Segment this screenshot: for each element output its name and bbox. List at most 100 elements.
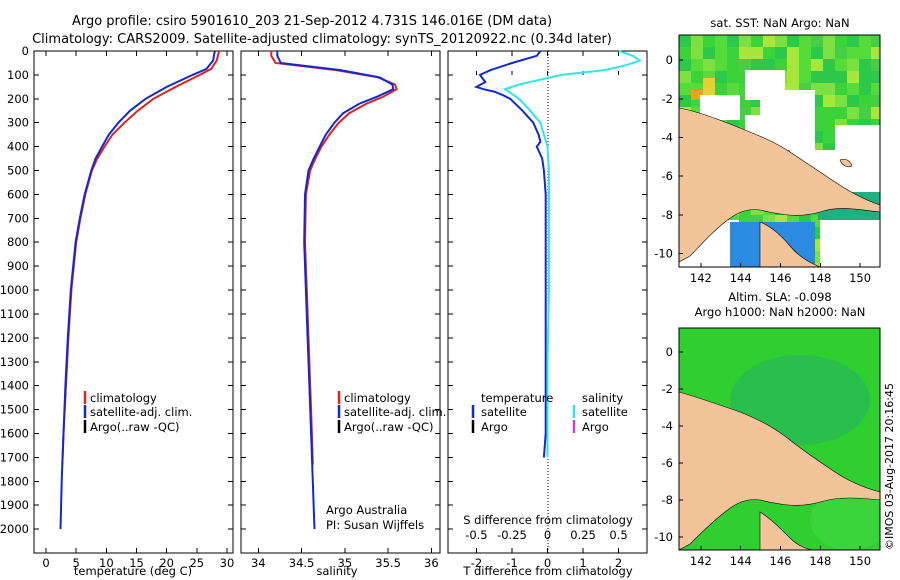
difference-legend: temperature salinity satellite Argo sate…: [471, 391, 628, 434]
depth-tick-label: 1100: [0, 307, 29, 321]
sst-cell: [823, 83, 835, 95]
sst-cell: [859, 47, 871, 59]
legend-satellite-label: satellite-adj. clim.: [90, 405, 192, 419]
sst-cell: [787, 35, 799, 47]
depth-tick-label: 300: [7, 116, 29, 130]
sst-cell: [703, 59, 715, 71]
sst-cell: [739, 59, 751, 71]
sst-map-title: sat. SST: NaN Argo: NaN: [710, 16, 849, 30]
s-difference-axis-label: S difference from climatology: [463, 513, 633, 527]
series-line-temperature-satellite: [473, 50, 547, 458]
depth-tick-label: 1000: [0, 283, 29, 297]
legend-s-satellite-label: satellite: [582, 405, 628, 419]
sst-map-axes: 142 144 146 148 150 0 -2 -4 -6 -8 -10: [654, 53, 871, 285]
sst-cell: [823, 59, 835, 71]
legend-argo-label: Argo(..raw -QC): [344, 420, 434, 434]
sst-cell: [811, 71, 823, 83]
lon-tick-label: 150: [849, 271, 871, 285]
sst-cell: [703, 47, 715, 59]
sst-cell: [823, 47, 835, 59]
sst-cell: [751, 35, 763, 47]
lat-tick-label: -6: [662, 169, 673, 183]
lon-tick-label: 148: [809, 271, 831, 285]
lon-tick-label: 146: [770, 554, 792, 568]
temperature-series: [59, 50, 221, 530]
sst-cell: [835, 59, 847, 71]
sla-map-frame: [678, 327, 881, 551]
sst-cell: [727, 59, 739, 71]
sst-cell: [739, 47, 751, 59]
depth-tick-label: 1300: [0, 355, 29, 369]
sst-cell: [691, 59, 703, 71]
float-operator-label: Argo Australia: [326, 503, 407, 517]
legend-climatology-label: climatology: [344, 391, 411, 405]
sst-cell: [847, 59, 859, 71]
sst-cell: [823, 71, 835, 83]
sst-cell: [787, 59, 799, 71]
sst-cell: [679, 47, 691, 59]
sst-cell: [679, 71, 691, 83]
lon-tick-label: 144: [730, 271, 752, 285]
sla-anomaly-patch: [730, 355, 870, 445]
depth-tick-label: 200: [7, 92, 29, 106]
lon-tick-label: 148: [809, 554, 831, 568]
sst-cell: [703, 35, 715, 47]
sst-cell: [727, 35, 739, 47]
depth-tick-label: 500: [7, 164, 29, 178]
sst-cell: [847, 95, 859, 107]
sst-cell: [799, 47, 811, 59]
sla-map-axes: 142 144 146 148 150 0 -2 -4 -6 -8 -10: [654, 345, 871, 568]
sst-cell: [799, 71, 811, 83]
sst-cell: [811, 47, 823, 59]
temperature-legend: climatology satellite-adj. clim. Argo(..…: [83, 391, 192, 434]
depth-axis: 0 100 200 300 400 500 600 700 800 900 1000 1100 1200…: [0, 44, 647, 536]
lon-tick-label: 144: [730, 554, 752, 568]
new-guinea-landmass: [679, 107, 880, 263]
island: [839, 158, 853, 168]
lon-tick-label: 142: [690, 271, 712, 285]
difference-series: [473, 50, 643, 458]
sst-cell: [835, 35, 847, 47]
lat-tick-label: -4: [662, 419, 673, 433]
sst-cell: [715, 35, 727, 47]
temperature-plot-frame: [33, 50, 234, 554]
s-tick-label: -0.5: [465, 528, 487, 542]
sst-cell: [691, 47, 703, 59]
sst-cell: [835, 107, 847, 119]
sst-cell: [775, 59, 787, 71]
sst-cell: [835, 95, 847, 107]
new-guinea-landmass: [679, 391, 880, 550]
x-tick-label: 30: [220, 556, 235, 570]
x-tick-label: 2: [615, 556, 622, 570]
sst-cell: [811, 263, 823, 267]
lon-tick-label: 142: [690, 554, 712, 568]
x-tick-label: 36: [424, 556, 439, 570]
legend-temperature-title: temperature: [481, 391, 553, 405]
x-tick-label: 15: [129, 556, 144, 570]
sst-cell: [775, 47, 787, 59]
x-tick-label: 0: [42, 556, 49, 570]
sst-cell: [691, 71, 703, 83]
sst-cell: [715, 59, 727, 71]
lon-tick-label: 146: [770, 271, 792, 285]
sst-cell: [823, 35, 835, 47]
depth-tick-label: 600: [7, 187, 29, 201]
lat-tick-label: -6: [662, 456, 673, 470]
series-line-satellite-adj-clim-: [276, 51, 395, 530]
t-difference-axis-label: T difference from climatology: [462, 564, 633, 578]
sst-cell: [859, 83, 871, 95]
sst-cell: [679, 59, 691, 71]
salinity-legend: climatology satellite-adj. clim. Argo(..…: [326, 391, 446, 532]
principal-investigator-label: PI: Susan Wijffels: [326, 518, 424, 532]
lat-tick-label: -10: [654, 530, 673, 544]
series-line-satellite-adj-clim-: [59, 50, 216, 530]
depth-tick-label: 800: [7, 235, 29, 249]
sst-cell: [823, 131, 835, 143]
sst-cell: [859, 35, 871, 47]
lon-tick-label: 150: [849, 554, 871, 568]
salinity-x-axis: 34 34.5 35 35.5 36: [251, 51, 439, 570]
legend-s-argo-label: Argo: [582, 420, 609, 434]
sst-cell: [823, 119, 835, 131]
lat-tick-label: -2: [662, 382, 673, 396]
